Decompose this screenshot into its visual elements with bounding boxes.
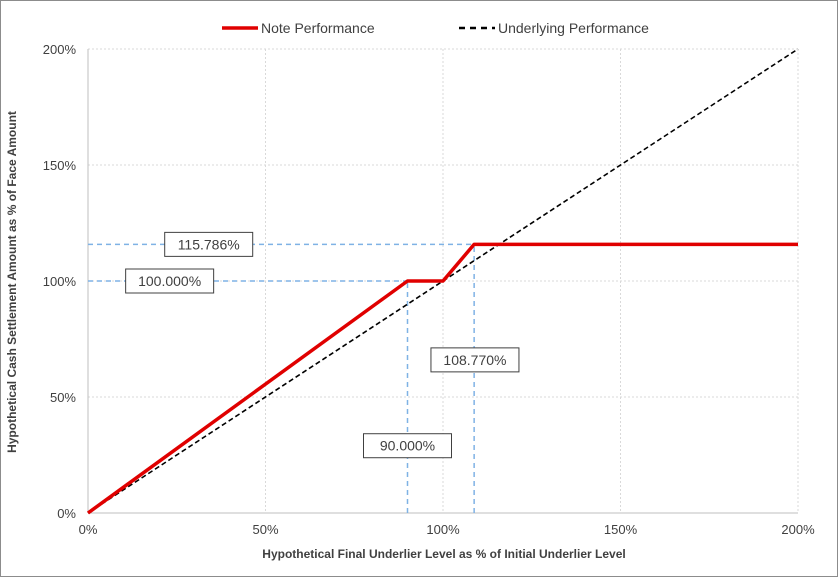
- y-axis-title: Hypothetical Cash Settlement Amount as %…: [5, 111, 19, 453]
- data-label: 108.770%: [443, 352, 506, 368]
- data-label-box: [125, 268, 215, 294]
- data-label: 100.000%: [138, 273, 201, 289]
- x-tick-label: 200%: [781, 522, 815, 537]
- y-tick-label: 50%: [50, 390, 76, 405]
- reference-lines: [88, 243, 475, 513]
- legend-label: Note Performance: [261, 20, 375, 36]
- data-label-box: [164, 231, 254, 257]
- x-tick-label: 150%: [604, 522, 638, 537]
- x-axis-title: Hypothetical Final Underlier Level as % …: [262, 547, 625, 561]
- series-layer: [86, 48, 799, 515]
- tick-labels: 0% 50% 100% 150% 200% 0% 50% 100% 150% 200%: [43, 42, 815, 537]
- x-tick-label: 0%: [79, 522, 98, 537]
- y-tick-label: 200%: [43, 42, 77, 57]
- annotations: 115.786% 100.000% 108.770% 90.000%: [125, 231, 520, 459]
- data-label: 115.786%: [178, 236, 240, 252]
- legend-label: Underlying Performance: [498, 20, 649, 36]
- series-line-note-performance: [86, 242, 798, 515]
- data-label: 90.000%: [380, 438, 435, 454]
- data-label-box: [430, 347, 520, 373]
- y-tick-label: 0%: [57, 506, 76, 521]
- x-tick-label: 100%: [426, 522, 460, 537]
- x-tick-label: 50%: [252, 522, 278, 537]
- y-tick-label: 100%: [43, 274, 77, 289]
- y-tick-label: 150%: [43, 158, 77, 173]
- data-label-box: [363, 433, 452, 459]
- legend: Note Performance Underlying Performance: [222, 20, 649, 36]
